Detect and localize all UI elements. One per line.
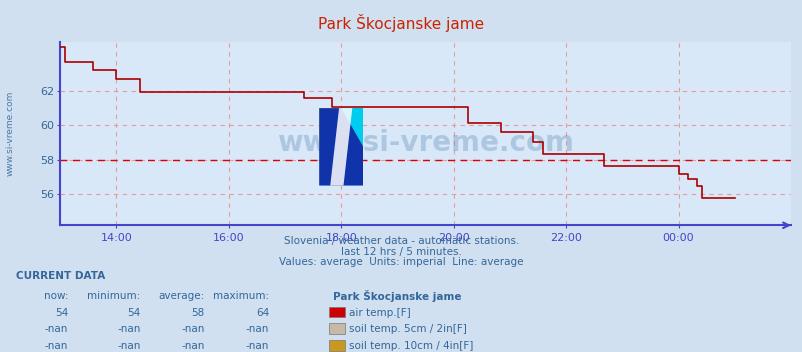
Text: 64: 64 bbox=[255, 308, 269, 318]
Text: Park Škocjanske jame: Park Škocjanske jame bbox=[333, 290, 461, 302]
Text: www.si-vreme.com: www.si-vreme.com bbox=[277, 129, 573, 157]
Text: now:: now: bbox=[43, 291, 68, 301]
Text: -nan: -nan bbox=[181, 341, 205, 351]
Text: -nan: -nan bbox=[245, 325, 269, 334]
Polygon shape bbox=[319, 108, 363, 186]
Text: 54: 54 bbox=[127, 308, 140, 318]
Text: Values: average  Units: imperial  Line: average: Values: average Units: imperial Line: av… bbox=[279, 257, 523, 267]
Text: 54: 54 bbox=[55, 308, 68, 318]
Polygon shape bbox=[330, 108, 352, 186]
Text: soil temp. 5cm / 2in[F]: soil temp. 5cm / 2in[F] bbox=[349, 325, 467, 334]
Text: soil temp. 10cm / 4in[F]: soil temp. 10cm / 4in[F] bbox=[349, 341, 473, 351]
Text: average:: average: bbox=[158, 291, 205, 301]
Text: -nan: -nan bbox=[45, 325, 68, 334]
Polygon shape bbox=[341, 108, 363, 147]
Text: Park Škocjanske jame: Park Škocjanske jame bbox=[318, 14, 484, 32]
Text: maximum:: maximum: bbox=[213, 291, 269, 301]
Polygon shape bbox=[319, 108, 341, 147]
Text: CURRENT DATA: CURRENT DATA bbox=[16, 271, 105, 281]
Text: www.si-vreme.com: www.si-vreme.com bbox=[5, 91, 14, 176]
Text: -nan: -nan bbox=[181, 325, 205, 334]
Text: -nan: -nan bbox=[45, 341, 68, 351]
Text: last 12 hrs / 5 minutes.: last 12 hrs / 5 minutes. bbox=[341, 247, 461, 257]
Text: 58: 58 bbox=[191, 308, 205, 318]
Text: minimum:: minimum: bbox=[87, 291, 140, 301]
Text: air temp.[F]: air temp.[F] bbox=[349, 308, 411, 318]
Text: Slovenia / weather data - automatic stations.: Slovenia / weather data - automatic stat… bbox=[283, 236, 519, 246]
Text: -nan: -nan bbox=[245, 341, 269, 351]
Text: -nan: -nan bbox=[117, 325, 140, 334]
Text: -nan: -nan bbox=[117, 341, 140, 351]
